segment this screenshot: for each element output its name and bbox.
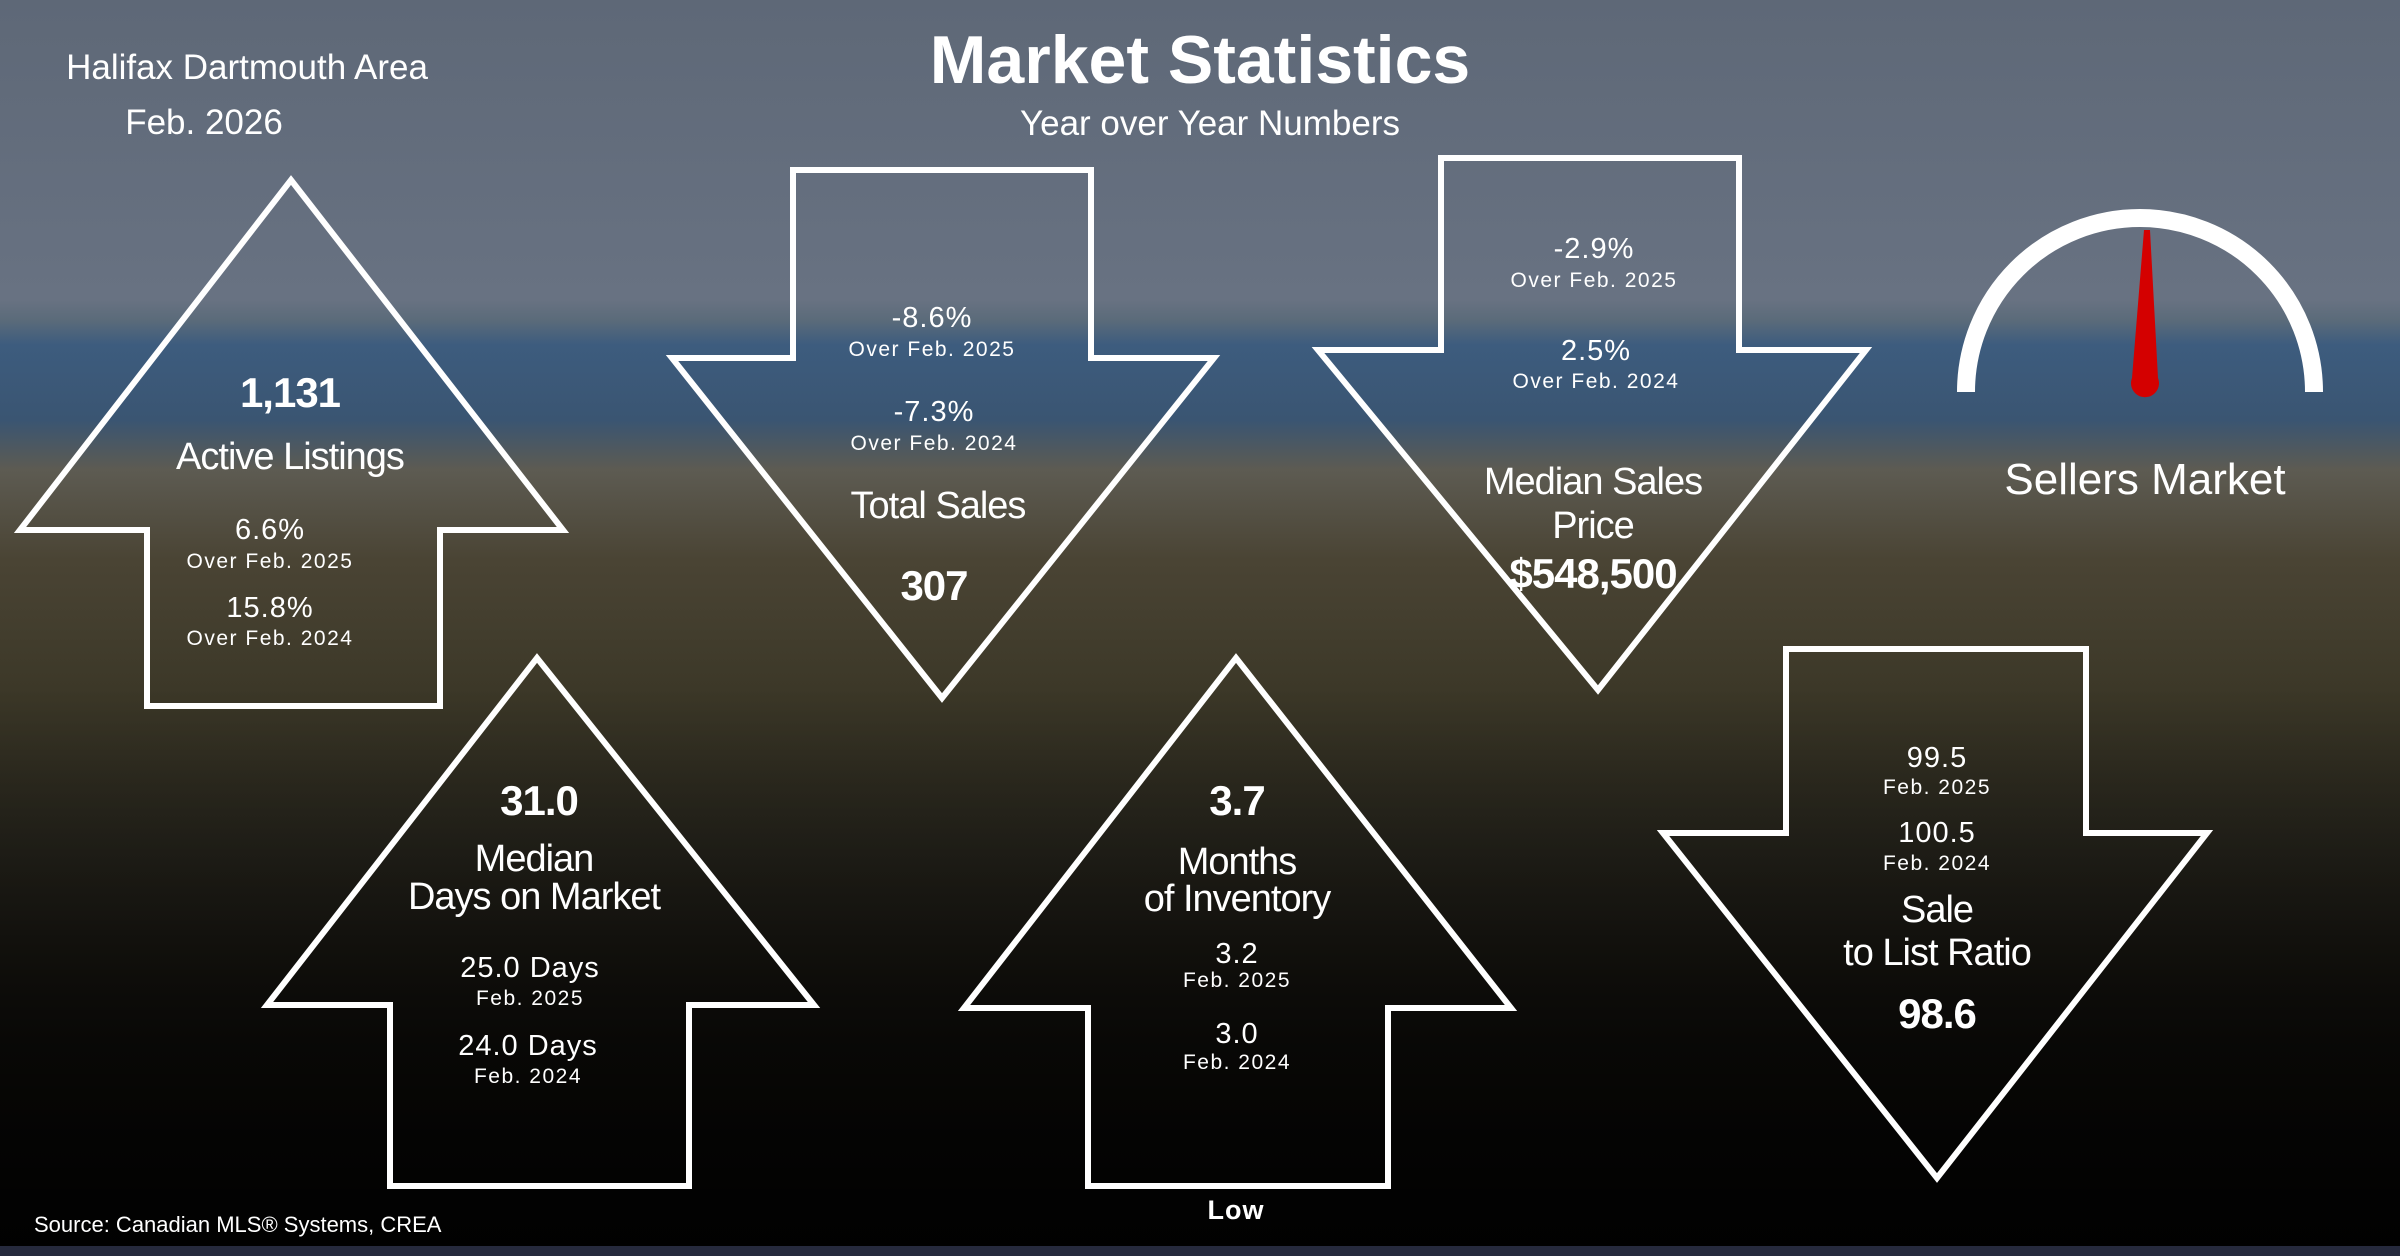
gauge-icon (1957, 209, 2323, 398)
comparison-value: 25.0 Days (460, 952, 600, 984)
inventory-level-label: Low (1207, 1195, 1265, 1225)
comparison-caption: Over Feb. 2024 (850, 432, 1018, 455)
comparison-value: -2.9% (1553, 233, 1635, 265)
down-arrow-icon-sale-to-list (1656, 646, 2214, 1183)
metric-value: 307 (900, 562, 968, 609)
metric-label-line1: Median (474, 838, 595, 880)
comparison-value: 15.8% (226, 592, 314, 624)
comparison-caption: Feb. 2025 (1182, 969, 1292, 992)
comparison-value: 24.0 Days (458, 1030, 598, 1062)
comparison-caption: Feb. 2024 (1882, 852, 1992, 875)
comparison-value: 2.5% (1560, 335, 1632, 367)
comparison-caption: Feb. 2025 (475, 987, 585, 1010)
metric-value: 31.0 (500, 777, 579, 824)
comparison-caption: Over Feb. 2024 (186, 627, 354, 650)
metric-label-line1: Median Sales (1483, 461, 1703, 503)
comparison-caption: Over Feb. 2025 (186, 550, 354, 573)
comparison-caption: Feb. 2024 (473, 1065, 583, 1088)
metric-label: Active Listings (176, 436, 405, 478)
comparison-caption: Feb. 2025 (1882, 776, 1992, 799)
metric-value: $548,500 (1509, 550, 1677, 597)
page-title: Market Statistics (929, 22, 1471, 98)
up-arrow-icon-days-on-market (260, 653, 821, 1189)
comparison-caption: Over Feb. 2024 (1512, 370, 1680, 393)
up-arrow-icon-active-listings (13, 175, 570, 709)
up-arrow-icon-inventory (957, 653, 1518, 1189)
comparison-value: -8.6% (891, 302, 973, 334)
source-citation: Source: Canadian MLS® Systems, CREA (34, 1212, 442, 1237)
metric-label-line1: Months (1177, 841, 1298, 883)
metric-value: 98.6 (1898, 990, 1977, 1037)
metric-label-line2: Days on Market (407, 876, 661, 918)
comparison-caption: Feb. 2024 (1182, 1051, 1292, 1074)
comparison-caption: Over Feb. 2025 (1510, 269, 1678, 292)
gauge-needle (2131, 230, 2159, 398)
metric-label: Total Sales (850, 485, 1027, 527)
bottom-bar (0, 1246, 2400, 1256)
down-arrow-icon-median-price (1311, 155, 1873, 695)
market-type-label: Sellers Market (2004, 455, 2286, 504)
metric-label-line2: Price (1552, 505, 1635, 547)
down-arrow-icon-total-sales (665, 167, 1221, 703)
page-subtitle: Year over Year Numbers (1019, 104, 1401, 143)
metric-label-line2: to List Ratio (1843, 932, 2032, 974)
comparison-value: 3.2 (1215, 938, 1259, 970)
report-date: Feb. 2026 (125, 103, 283, 142)
comparison-value: -7.3% (893, 396, 975, 428)
comparison-value: 3.0 (1215, 1018, 1259, 1050)
comparison-value: 99.5 (1906, 742, 1968, 774)
comparison-value: 100.5 (1898, 817, 1976, 849)
comparison-value: 6.6% (234, 514, 306, 546)
metric-value: 3.7 (1209, 777, 1265, 824)
comparison-caption: Over Feb. 2025 (848, 338, 1016, 361)
metric-label-line1: Sale (1900, 889, 1974, 931)
metric-label-line2: of Inventory (1143, 878, 1332, 920)
metric-value: 1,131 (239, 369, 341, 416)
area-name: Halifax Dartmouth Area (66, 48, 428, 87)
